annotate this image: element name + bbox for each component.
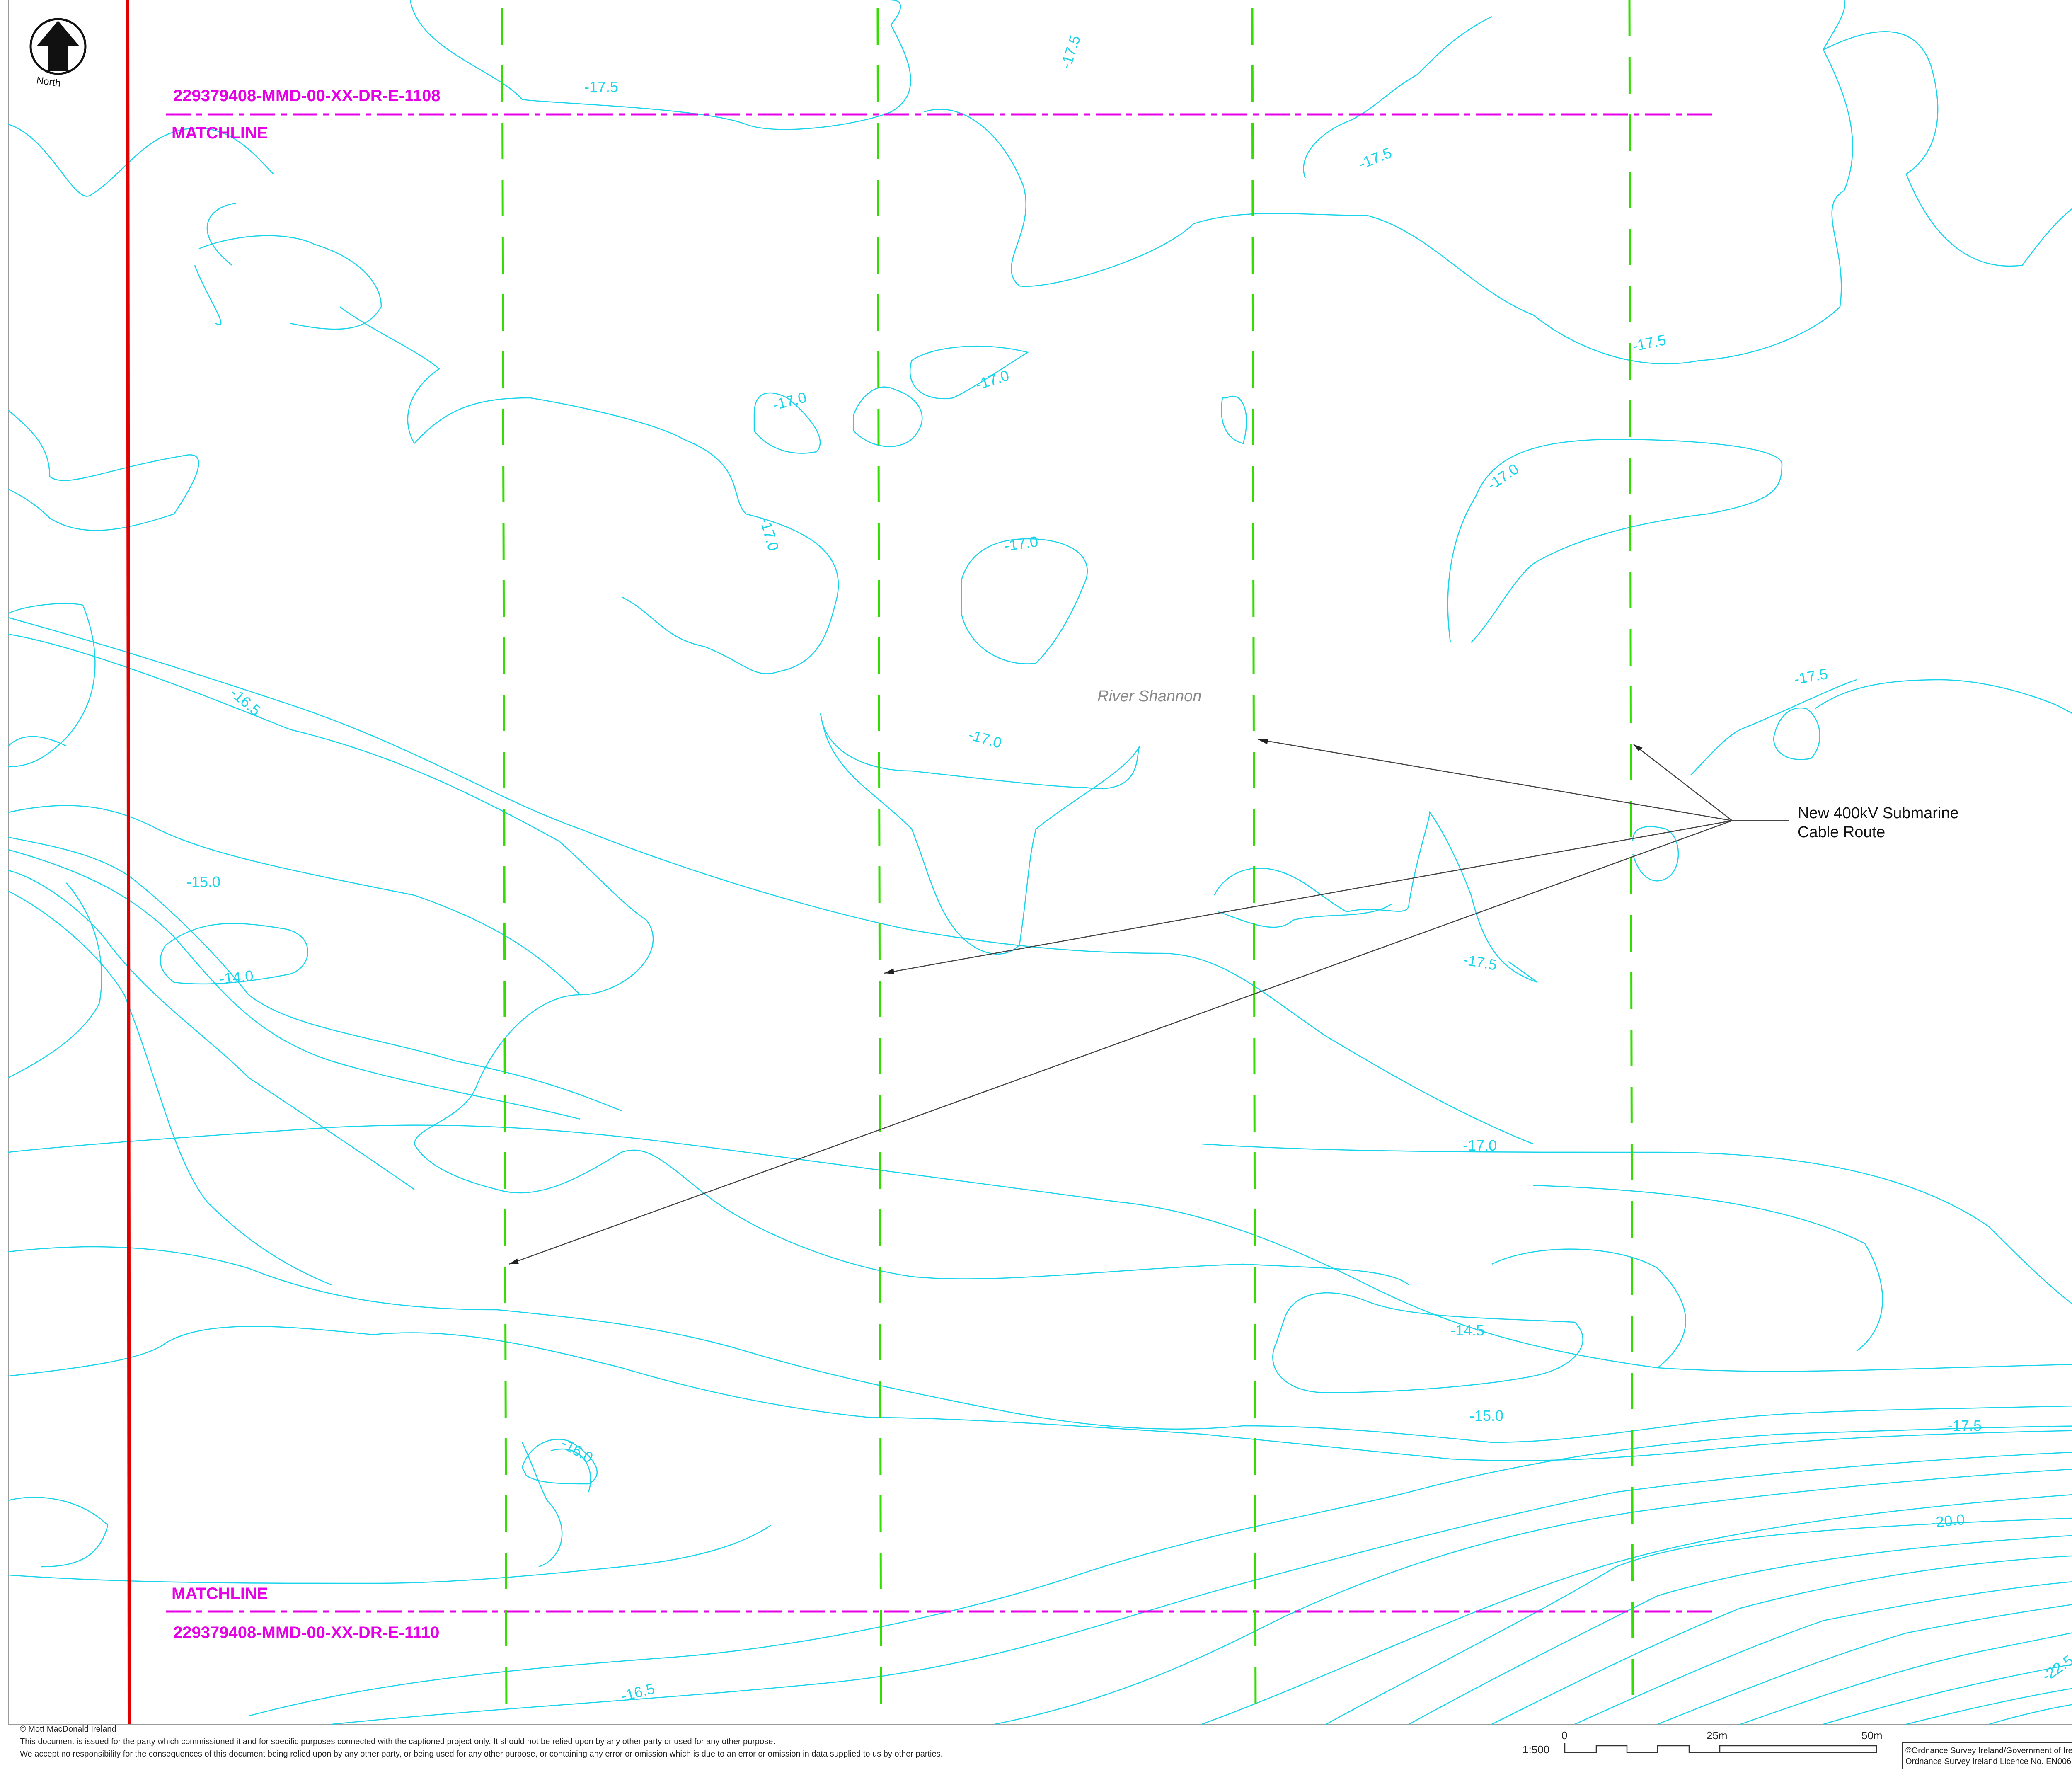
os-credit-box [1902, 1742, 2072, 1769]
footer-disclaimer: © Mott MacDonald Ireland This document i… [20, 1725, 943, 1759]
matchline-bottom-label: MATCHLINE [172, 1585, 268, 1603]
footer-line1: This document is issued for the party wh… [20, 1737, 775, 1746]
contour-label: -17.5 [584, 78, 618, 95]
river-label: River Shannon [1097, 688, 1201, 705]
scale-tick-0: 0 [1561, 1729, 1567, 1742]
contour-labels: -17.5 -17.5 -17.5 -17.5 -17.0 -17.0 -17.… [186, 33, 2072, 1704]
cable-route-3 [1251, 8, 1257, 1721]
contour-label: -16.0 [558, 1435, 596, 1466]
contour-label: -17.0 [1003, 533, 1039, 554]
callout-line2: Cable Route [1798, 824, 1885, 841]
map-frame [8, 0, 2072, 1725]
contour-label: -22.5 [2038, 1652, 2072, 1685]
matchline-bottom: MATCHLINE 229379408-MMD-00-XX-DR-E-1110 [166, 1585, 1716, 1642]
contour-label: -17.0 [973, 366, 1011, 393]
matchline-bottom-ref: 229379408-MMD-00-XX-DR-E-1110 [173, 1624, 440, 1642]
north-label: North [36, 75, 61, 89]
north-arrow-icon [36, 21, 80, 71]
callout-line1: New 400kV Submarine [1798, 805, 1959, 822]
contour-label: -17.0 [1484, 460, 1522, 493]
contour-label: -17.0 [966, 726, 1004, 751]
os-credit-line2: Ordnance Survey Ireland Licence No. EN00… [1905, 1757, 2072, 1766]
matchline-top: 229379408-MMD-00-XX-DR-E-1108 MATCHLINE [166, 87, 1716, 142]
scale-bar-line [1564, 1743, 1877, 1753]
contour-label: -14.5 [1450, 1322, 1484, 1339]
contour-lines [8, 0, 2072, 1725]
contour-label: -20.0 [1930, 1511, 1965, 1531]
contour-label: -15.0 [186, 873, 220, 890]
contour-label: -17.0 [757, 515, 782, 553]
contour-label: -17.5 [1793, 665, 1829, 688]
contour-label: -17.0 [1463, 1137, 1497, 1154]
callout-leaders [508, 739, 1789, 1265]
contour-label: -16.5 [620, 1680, 657, 1705]
contour-label: -14.0 [218, 967, 254, 987]
os-credit-line1: ©Ordnance Survey Ireland/Government of I… [1905, 1746, 2072, 1755]
footer-line2: We accept no responsibility for the cons… [20, 1750, 943, 1759]
cable-route-1 [501, 8, 508, 1721]
cable-routes [501, 0, 1634, 1721]
north-arrow: North [29, 18, 87, 89]
contour-label: -16.5 [227, 684, 264, 719]
contour-label: -17.0 [771, 389, 808, 414]
contour-label: -17.5 [1462, 951, 1498, 974]
matchline-top-ref: 229379408-MMD-00-XX-DR-E-1108 [173, 87, 441, 105]
contour-label: -17.5 [1356, 144, 1394, 172]
contour-label: -17.5 [1631, 331, 1668, 355]
os-credit: ©Ordnance Survey Ireland/Government of I… [1902, 1742, 2072, 1769]
boundary-line [126, 0, 131, 1725]
contour-label: -15.0 [1469, 1407, 1503, 1424]
scale-bar: 1:500 0 25m 50m [1523, 1729, 1883, 1756]
cable-route-2 [876, 8, 882, 1721]
scale-ratio: 1:500 [1523, 1743, 1549, 1756]
contour-label: -17.5 [1057, 33, 1084, 71]
matchline-top-label: MATCHLINE [172, 124, 268, 142]
footer-copyright: © Mott MacDonald Ireland [20, 1725, 116, 1734]
callout-arrowheads [509, 739, 1643, 1264]
contour-label: -17.5 [1948, 1417, 1982, 1434]
scale-tick-50: 50m [1861, 1729, 1883, 1742]
scale-tick-25: 25m [1706, 1729, 1728, 1742]
cable-route-4 [1628, 0, 1634, 1696]
